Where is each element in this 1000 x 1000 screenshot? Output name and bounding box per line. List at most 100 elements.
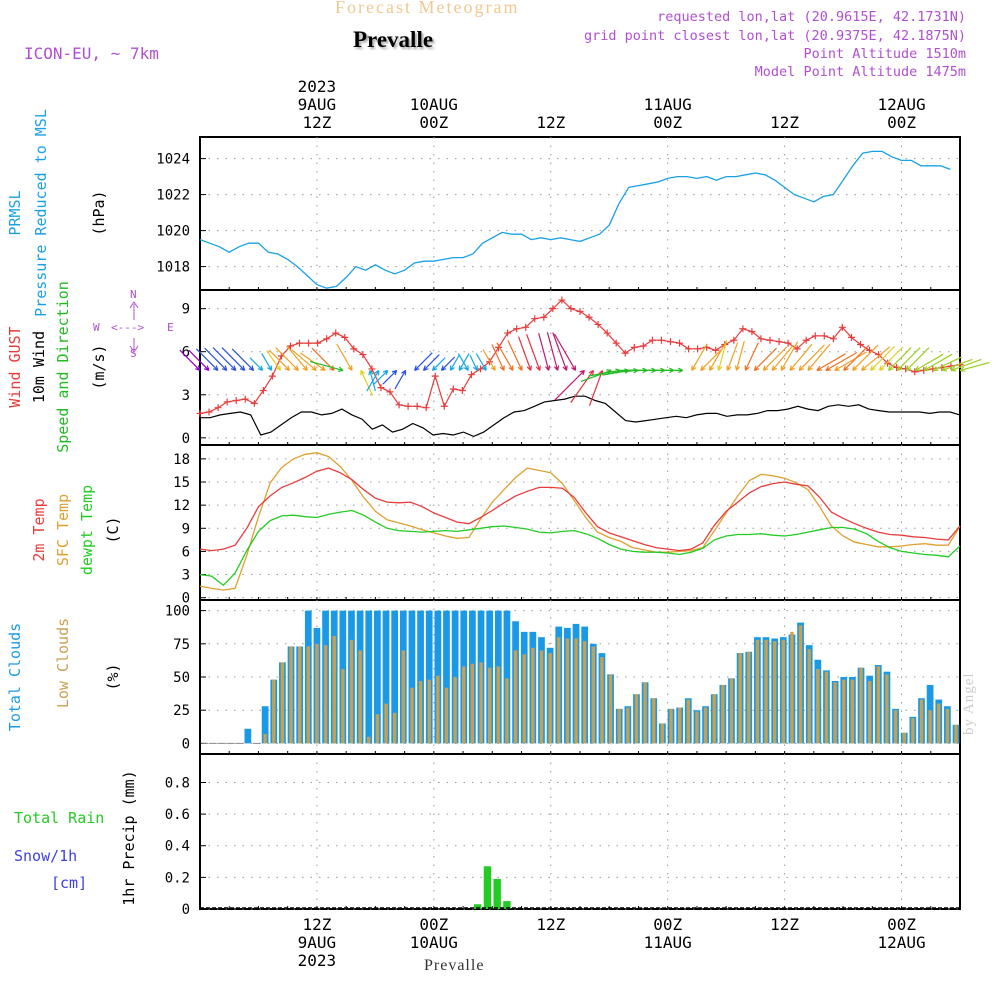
total-cloud-bar — [382, 610, 390, 744]
grid-point-coords: grid point closest lon,lat (20.9375E, 42… — [583, 28, 966, 44]
total-cloud-bar — [261, 706, 269, 744]
precip-ytick-label: 0.6 — [165, 807, 190, 823]
low-cloud-bar — [660, 723, 665, 744]
pressure-label-msl: Pressure Reduced to MSL — [32, 109, 50, 317]
temp-dewpt-line — [199, 509, 961, 587]
wind-gust-marker — [232, 397, 240, 405]
clouds-ytick-label: 75 — [173, 637, 190, 653]
total-cloud-bar — [408, 610, 416, 744]
low-cloud-bar — [462, 666, 466, 744]
wind-direction-arrow — [552, 332, 568, 371]
wind-direction-arrow — [286, 345, 308, 371]
wind-gust-marker — [612, 339, 620, 347]
low-cloud-bar — [341, 669, 345, 744]
wind-direction-arrow — [449, 354, 460, 371]
low-cloud-bar — [928, 710, 932, 744]
pressure-label-prmsl: PRMSL — [6, 190, 24, 235]
low-cloud-bar — [384, 703, 388, 744]
low-cloud-bar — [945, 708, 950, 744]
clouds-panel: 0 25 50 75 100 — [165, 599, 961, 755]
low-cloud-bar — [729, 678, 734, 744]
low-cloud-bar — [591, 646, 595, 744]
wind-gust-marker — [648, 336, 656, 344]
bottom-time-label: 12Z — [536, 915, 565, 934]
wind-direction-arrow — [382, 369, 398, 385]
rain-bar — [493, 878, 501, 909]
low-cloud-bar — [652, 698, 656, 744]
top-time-label: 00Z — [887, 113, 916, 132]
wind-direction-arrow — [457, 353, 469, 371]
low-cloud-bar — [738, 653, 742, 744]
wind-direction-arrow — [923, 353, 953, 371]
wind-gust-marker — [296, 339, 304, 347]
wind-direction-arrow — [878, 346, 904, 371]
wind-panel: 0 3 6 9 — [179, 289, 990, 447]
low-cloud-bar — [505, 678, 509, 744]
wind-direction-arrow — [654, 367, 684, 374]
wind-gust-marker — [377, 384, 385, 392]
location-title: Prevalle — [353, 27, 434, 52]
compass-east: E — [167, 321, 174, 334]
wind-direction-arrow — [789, 343, 813, 371]
low-cloud-bar — [798, 625, 803, 744]
low-cloud-bar — [522, 654, 526, 744]
low-cloud-bar — [747, 651, 751, 744]
temp-frame — [199, 444, 961, 601]
wind-gust-marker — [286, 342, 294, 350]
temp-ytick-label: 0 — [182, 591, 190, 607]
chart-title: Forecast Meteogram — [335, 0, 520, 17]
low-cloud-bar — [755, 639, 760, 744]
pressure-axis-unit: (hPa) — [90, 190, 108, 235]
low-cloud-bar — [643, 682, 647, 744]
wind-gust-marker — [522, 323, 530, 331]
wind-gust-marker — [802, 336, 810, 344]
low-cloud-bar — [513, 650, 518, 744]
wind-gust-marker — [847, 333, 855, 341]
wind-gust-marker — [748, 328, 756, 336]
temp-panel: 0 3 6 9 12 15 18 — [173, 444, 961, 607]
bottom-time-label: 00Z — [653, 915, 682, 934]
wind-gust-marker — [603, 329, 611, 337]
rain-bar — [473, 904, 482, 909]
compass-north: N — [130, 288, 137, 301]
wind-direction-arrow — [231, 348, 255, 371]
wind-direction-arrow — [482, 349, 496, 371]
clouds-ytick-label: 50 — [173, 670, 190, 686]
clouds-ytick-label: 0 — [182, 736, 190, 752]
wind-gust-marker — [694, 345, 702, 353]
wind-axis-unit: (m/s) — [90, 344, 108, 389]
requested-coords: requested lon,lat (20.9615E, 42.1731N) — [657, 9, 966, 25]
low-cloud-bar — [392, 712, 397, 744]
wind-direction-arrow — [266, 350, 282, 371]
low-cloud-bar — [332, 635, 336, 744]
low-cloud-bar — [367, 736, 371, 744]
wind-gust-marker — [440, 402, 448, 410]
wind-direction-arrow — [950, 358, 982, 372]
rain-bar — [483, 866, 492, 909]
wind-gust-marker — [350, 345, 358, 353]
low-cloud-bar — [574, 638, 578, 744]
wind-direction-arrow — [179, 349, 201, 371]
low-cloud-bar — [470, 663, 475, 744]
wind-ytick-label: 9 — [182, 302, 190, 318]
total-cloud-bar — [503, 610, 511, 744]
low-cloud-bar — [418, 680, 423, 744]
bottom-time-label: 11AUG — [644, 933, 692, 952]
temp-ytick-label: 18 — [173, 452, 190, 468]
wind-direction-arrow — [905, 347, 930, 371]
wind-direction-arrow — [414, 352, 433, 371]
wind-gust-marker — [359, 351, 367, 359]
top-time-label: 12AUG — [877, 95, 925, 114]
wind-gust-marker — [467, 371, 475, 379]
wind-gust-marker — [793, 345, 801, 353]
wind-gust-marker — [259, 386, 267, 394]
low-cloud-bar — [885, 674, 889, 744]
wind-direction-arrow — [475, 353, 487, 371]
wind-direction-arrow — [261, 353, 273, 371]
wind-direction-arrow — [554, 369, 586, 401]
wind-direction-arrow — [914, 353, 944, 371]
wind-gust-marker — [739, 325, 747, 333]
wind-direction-arrow — [360, 369, 374, 396]
wind-gust-marker — [513, 325, 521, 333]
total-cloud-bar — [365, 610, 373, 744]
